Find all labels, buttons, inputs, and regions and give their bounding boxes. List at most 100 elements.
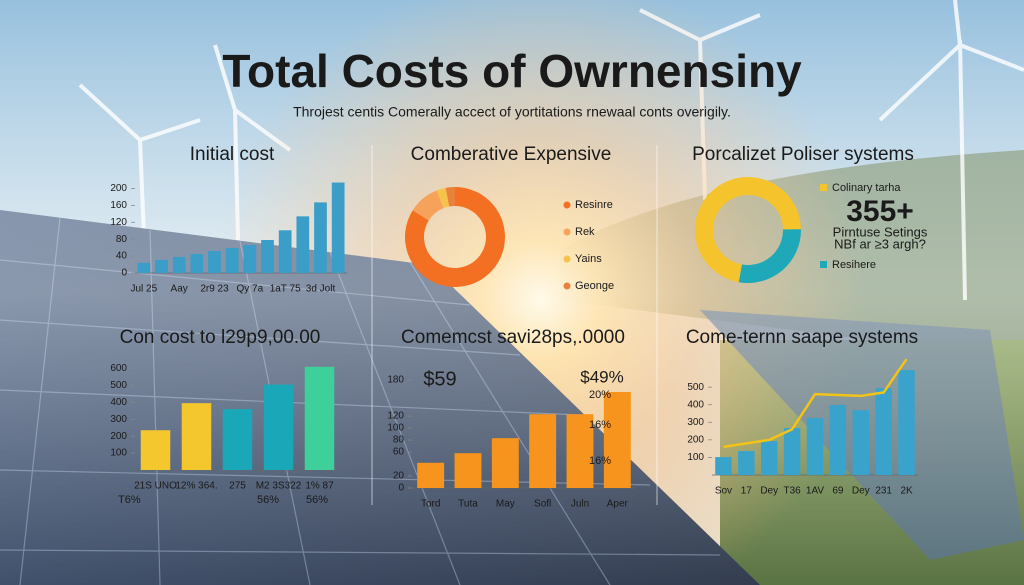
x-tick-label: Aay [171,284,188,295]
annotation: Pirntuse Setings [833,224,928,239]
bar [760,441,778,475]
y-tick-label: 400 [687,399,704,410]
y-tick-label: 60 [393,447,405,458]
x-tick-label: 2r9 23 [200,284,229,295]
bar [208,251,221,273]
y-tick-label: 200 [110,183,127,194]
bar [278,230,292,273]
x-tick-label: Jul 25 [130,284,157,295]
chart-title: Porcalizet Poliser systems [692,144,914,165]
bar [137,262,151,273]
bar [190,253,204,273]
page-title: Total Costs of Owrnensiny [222,45,802,97]
bar [155,259,168,273]
annotation: 16% [589,455,611,467]
bar [172,256,186,273]
y-tick-label: 500 [110,380,127,391]
page-subtitle: Throjest centis Comerally accect of yort… [293,104,731,120]
bar [181,403,212,470]
legend-swatch [563,201,571,209]
y-tick-label: 200 [687,434,704,445]
bar [566,414,594,488]
legend-label: Geonge [575,280,614,292]
chart-title: Come-ternn saape systems [686,327,918,348]
x-tick-label: T36 [783,486,801,497]
chart-title: Comemcst savi28ps,.0000 [401,327,625,348]
x-tick-label: Tord [421,499,440,510]
legend-label: Rek [575,226,595,238]
y-tick-label: 0 [121,268,127,279]
annotation: NBf ar ≥3 argh? [834,236,926,251]
bar [529,414,557,488]
chart-title: Initial cost [190,144,275,165]
y-tick-label: 20 [393,471,405,482]
bar [875,388,892,475]
legend-swatch [563,282,571,290]
chart-title: Con cost to l29p9,00.00 [120,327,321,348]
y-tick-label: 300 [687,417,704,428]
bar [296,216,310,273]
y-tick-label: 500 [687,382,704,393]
x-tick-label: Qy 7a [236,284,263,295]
y-tick-label: 120 [387,411,404,422]
x-tick-label: 1AV [806,486,824,497]
annotation: 56% [306,494,328,506]
legend-swatch [820,261,827,268]
legend-swatch [820,184,827,191]
y-tick-label: 80 [393,435,405,446]
bar [806,418,824,475]
bar [140,430,171,470]
bar [263,384,294,470]
donut-slice [695,177,801,283]
y-tick-label: 300 [110,414,127,425]
y-tick-label: 100 [387,423,404,434]
y-tick-label: 200 [110,431,127,442]
annotation: 20% [589,389,611,401]
x-tick-label: May [496,499,515,510]
x-tick-label: Aper [607,499,629,510]
x-tick-label: 2K [900,486,913,497]
annotation: 16% [589,419,611,431]
y-tick-label: 40 [116,251,128,262]
legend-label: Colinary tarha [832,182,901,194]
bar [225,248,239,273]
annotation: $59 [423,368,456,390]
y-tick-label: 0 [398,483,404,494]
annotation: 355+ [846,195,914,228]
legend-label: Resinre [575,199,613,211]
bar [898,370,915,475]
x-tick-label: 275 [229,481,246,492]
bar [491,438,519,488]
donut-slice [445,187,455,207]
x-tick-label: 231 [875,486,892,497]
donut-slice [436,187,450,209]
annotation: $49% [580,367,623,386]
y-tick-label: 100 [110,448,127,459]
annotation: 56% [257,494,279,506]
legend-label: Yains [575,253,602,265]
legend-label: Resihere [832,259,876,271]
y-tick-label: 180 [387,375,404,386]
bar [783,428,801,475]
x-tick-label: 69 [832,486,844,497]
x-tick-label: M2 3S322 [256,481,302,492]
bar [331,182,345,273]
x-tick-label: 12% 364. [175,481,217,492]
x-tick-label: Dey [852,486,870,497]
x-tick-label: 1aT 75 [270,284,301,295]
bar [222,409,253,470]
chart-title: Comberative Expensive [411,144,612,165]
y-tick-label: 600 [110,363,127,374]
x-tick-label: Sov [715,486,732,497]
x-tick-label: Tuta [458,499,478,510]
legend-swatch [563,255,571,263]
x-tick-label: 1% 87 [305,481,334,492]
x-tick-label: Dey [760,486,778,497]
bar [603,392,631,488]
bar [852,410,870,475]
bar [314,202,327,273]
bar [417,462,445,488]
donut-slice [412,190,444,221]
